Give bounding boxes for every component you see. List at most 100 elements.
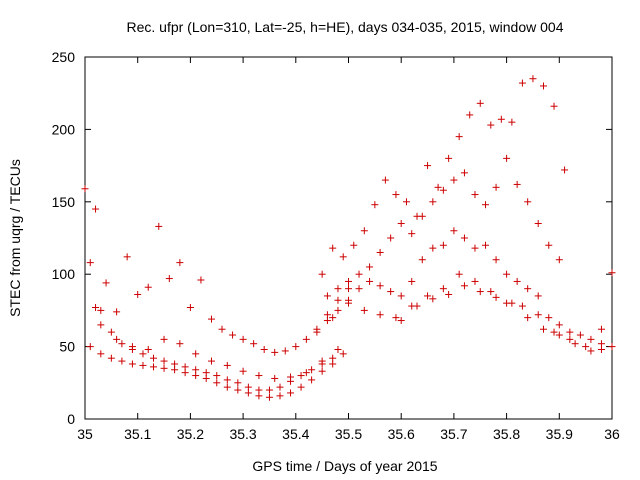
- data-point: [492, 183, 500, 191]
- data-point: [223, 361, 231, 369]
- x-tick-label: 35.6: [388, 426, 415, 442]
- data-point: [323, 292, 331, 300]
- data-point: [566, 328, 574, 336]
- data-point: [334, 296, 342, 304]
- x-tick-label: 36: [604, 426, 620, 442]
- y-tick-label: 150: [52, 194, 76, 210]
- data-point: [508, 118, 516, 126]
- x-tick-label: 35.7: [440, 426, 467, 442]
- data-point: [308, 366, 316, 374]
- data-point: [113, 308, 121, 316]
- data-point: [408, 230, 416, 238]
- data-point: [160, 335, 168, 343]
- data-point: [302, 335, 310, 343]
- data-point: [329, 360, 337, 368]
- x-axis-label: GPS time / Days of year 2015: [252, 458, 437, 474]
- data-point: [318, 270, 326, 278]
- data-point: [460, 234, 468, 242]
- data-point: [539, 82, 547, 90]
- data-point: [139, 361, 147, 369]
- data-point: [402, 198, 410, 206]
- data-point: [550, 328, 558, 336]
- data-point: [160, 364, 168, 372]
- data-point: [587, 347, 595, 355]
- data-point: [397, 317, 405, 325]
- x-tick-label: 35.1: [124, 426, 151, 442]
- data-point: [186, 304, 194, 312]
- data-point: [239, 367, 247, 375]
- data-point: [439, 186, 447, 194]
- data-point: [597, 325, 605, 333]
- data-point: [334, 285, 342, 293]
- data-point: [455, 270, 463, 278]
- data-point: [503, 154, 511, 162]
- y-tick-label: 200: [52, 121, 76, 137]
- y-tick-label: 0: [67, 411, 75, 427]
- data-point: [250, 340, 258, 348]
- data-point: [213, 379, 221, 387]
- data-point: [503, 270, 511, 278]
- data-point: [471, 244, 479, 252]
- data-point: [513, 277, 521, 285]
- data-point: [492, 256, 500, 264]
- data-point: [539, 325, 547, 333]
- data-point: [334, 306, 342, 314]
- data-point: [471, 277, 479, 285]
- data-point: [213, 372, 221, 380]
- data-point: [471, 191, 479, 199]
- data-point: [123, 253, 131, 261]
- x-tick-label: 35.4: [282, 426, 309, 442]
- data-point: [360, 227, 368, 235]
- data-point: [429, 198, 437, 206]
- data-points: [81, 75, 616, 401]
- data-point: [271, 348, 279, 356]
- data-point: [376, 311, 384, 319]
- data-point: [244, 389, 252, 397]
- data-point: [524, 314, 532, 322]
- data-point: [355, 285, 363, 293]
- data-point: [492, 293, 500, 301]
- data-point: [482, 241, 490, 249]
- data-point: [450, 227, 458, 235]
- y-tick-label: 50: [59, 339, 75, 355]
- data-point: [113, 335, 121, 343]
- data-point: [318, 357, 326, 365]
- data-point: [81, 185, 89, 193]
- data-point: [534, 292, 542, 300]
- data-point: [155, 222, 163, 230]
- data-point: [239, 335, 247, 343]
- data-point: [207, 357, 215, 365]
- data-point: [97, 321, 105, 329]
- data-point: [413, 302, 421, 310]
- data-point: [518, 79, 526, 87]
- data-point: [313, 328, 321, 336]
- data-point: [445, 290, 453, 298]
- data-point: [460, 282, 468, 290]
- data-point: [223, 383, 231, 391]
- data-point: [329, 244, 337, 252]
- data-point: [366, 263, 374, 271]
- x-tick-label: 35.8: [493, 426, 520, 442]
- data-point: [418, 256, 426, 264]
- data-point: [392, 314, 400, 322]
- data-point: [397, 292, 405, 300]
- data-point: [128, 343, 136, 351]
- data-point: [102, 279, 110, 287]
- data-point: [508, 299, 516, 307]
- data-point: [260, 345, 268, 353]
- data-point: [476, 288, 484, 296]
- data-point: [297, 372, 305, 380]
- data-point: [555, 331, 563, 339]
- data-point: [524, 285, 532, 293]
- data-point: [255, 372, 263, 380]
- data-point: [360, 306, 368, 314]
- data-point: [139, 350, 147, 358]
- data-point: [345, 299, 352, 307]
- data-point: [466, 111, 474, 119]
- data-point: [550, 102, 558, 110]
- data-point: [271, 374, 279, 382]
- data-point: [392, 191, 400, 199]
- data-point: [597, 345, 605, 353]
- data-point: [134, 290, 142, 298]
- data-point: [439, 285, 447, 293]
